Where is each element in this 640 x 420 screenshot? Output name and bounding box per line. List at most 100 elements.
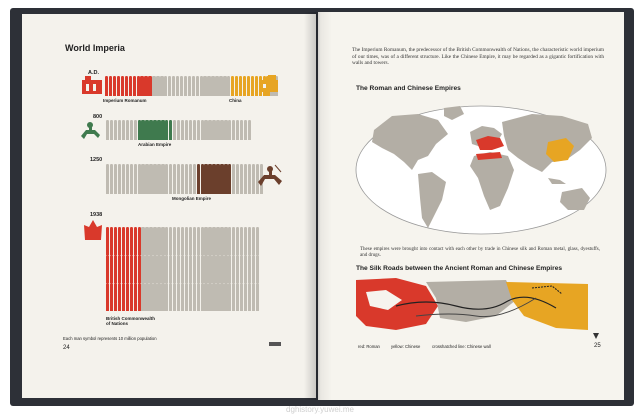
man-symbol xyxy=(188,227,193,255)
man-symbol xyxy=(137,255,141,283)
man-symbol xyxy=(207,76,211,96)
man-symbol xyxy=(172,227,177,255)
man-symbol xyxy=(161,120,165,140)
figure-row-ad xyxy=(105,76,278,96)
man-symbol xyxy=(208,283,212,311)
man-symbol xyxy=(224,255,228,283)
man-symbol xyxy=(204,283,208,311)
man-symbol xyxy=(137,164,141,194)
man-symbol xyxy=(191,76,196,96)
man-symbol xyxy=(149,283,153,311)
man-symbol xyxy=(161,283,165,311)
man-symbol xyxy=(121,255,126,283)
man-symbol xyxy=(220,120,224,140)
man-symbol xyxy=(141,227,145,255)
man-symbol xyxy=(128,76,133,96)
man-symbol xyxy=(179,76,184,96)
mongol-rider-icon xyxy=(258,164,282,186)
man-symbol xyxy=(228,164,232,194)
man-symbol xyxy=(228,227,232,255)
man-symbol xyxy=(141,164,145,194)
man-symbol xyxy=(188,283,193,311)
man-symbol xyxy=(164,76,168,96)
man-symbol xyxy=(184,120,189,140)
man-symbol xyxy=(129,120,134,140)
man-symbol xyxy=(171,76,176,96)
watermark: dghistory.yuwei.me xyxy=(286,405,354,414)
man-symbol xyxy=(188,120,193,140)
man-symbol xyxy=(192,120,197,140)
year-label-1250: 1250 xyxy=(90,157,103,163)
man-symbol xyxy=(250,76,255,96)
man-symbol xyxy=(145,283,149,311)
man-symbol xyxy=(224,120,228,140)
man-symbol xyxy=(180,255,185,283)
man-symbol xyxy=(129,255,134,283)
man-symbol xyxy=(232,283,236,311)
man-symbol xyxy=(216,164,220,194)
man-symbol xyxy=(145,227,149,255)
man-symbol xyxy=(109,164,114,194)
intro-paragraph: The Imperium Romanum, the predecessor of… xyxy=(352,47,604,67)
man-symbol xyxy=(235,255,240,283)
man-symbol xyxy=(227,76,231,96)
man-symbol xyxy=(251,283,256,311)
man-symbol xyxy=(184,283,189,311)
british-crown-icon xyxy=(84,220,102,240)
man-symbol xyxy=(125,227,130,255)
man-symbol xyxy=(243,255,248,283)
publisher-mark-icon xyxy=(269,342,281,346)
man-symbol xyxy=(176,283,181,311)
legend-line: crosshatched line: Chinese wall xyxy=(432,344,491,349)
man-symbol xyxy=(224,164,228,194)
man-symbol xyxy=(113,227,118,255)
man-symbol xyxy=(231,76,235,96)
man-symbol xyxy=(106,283,110,311)
man-symbol xyxy=(106,164,110,194)
man-symbol xyxy=(157,255,161,283)
man-symbol xyxy=(113,283,118,311)
man-symbol xyxy=(116,76,121,96)
man-symbol xyxy=(228,120,232,140)
man-symbol xyxy=(105,76,109,96)
figure-row-800 xyxy=(106,120,252,140)
man-symbol xyxy=(125,283,130,311)
man-symbol xyxy=(195,76,199,96)
man-symbol xyxy=(153,255,157,283)
man-symbol xyxy=(196,227,200,255)
man-symbol xyxy=(180,120,185,140)
man-symbol xyxy=(125,255,130,283)
man-symbol xyxy=(109,283,114,311)
man-symbol xyxy=(148,76,152,96)
man-symbol xyxy=(251,255,256,283)
man-symbol xyxy=(251,227,256,255)
figure-row-1938 xyxy=(106,227,260,255)
man-symbol xyxy=(228,255,232,283)
man-symbol xyxy=(247,255,252,283)
man-symbol xyxy=(192,227,197,255)
man-symbol xyxy=(232,227,236,255)
man-symbol xyxy=(113,255,118,283)
man-symbol xyxy=(232,120,236,140)
world-map xyxy=(355,105,607,235)
man-symbol xyxy=(199,76,203,96)
man-symbol xyxy=(188,164,193,194)
man-symbol xyxy=(124,76,129,96)
man-symbol xyxy=(180,227,185,255)
year-label-ad: A.D. xyxy=(88,70,99,76)
figure-row-1938 xyxy=(106,255,260,283)
man-symbol xyxy=(183,76,188,96)
man-symbol xyxy=(184,255,189,283)
man-symbol xyxy=(239,120,244,140)
man-symbol xyxy=(121,164,126,194)
man-symbol xyxy=(212,283,216,311)
man-symbol xyxy=(144,76,148,96)
man-symbol xyxy=(106,120,110,140)
man-symbol xyxy=(165,164,169,194)
man-symbol xyxy=(239,283,244,311)
man-symbol xyxy=(216,120,220,140)
man-symbol xyxy=(203,76,207,96)
man-symbol xyxy=(133,227,137,255)
man-symbol xyxy=(196,283,200,311)
page-number-right: 25 xyxy=(594,343,601,349)
